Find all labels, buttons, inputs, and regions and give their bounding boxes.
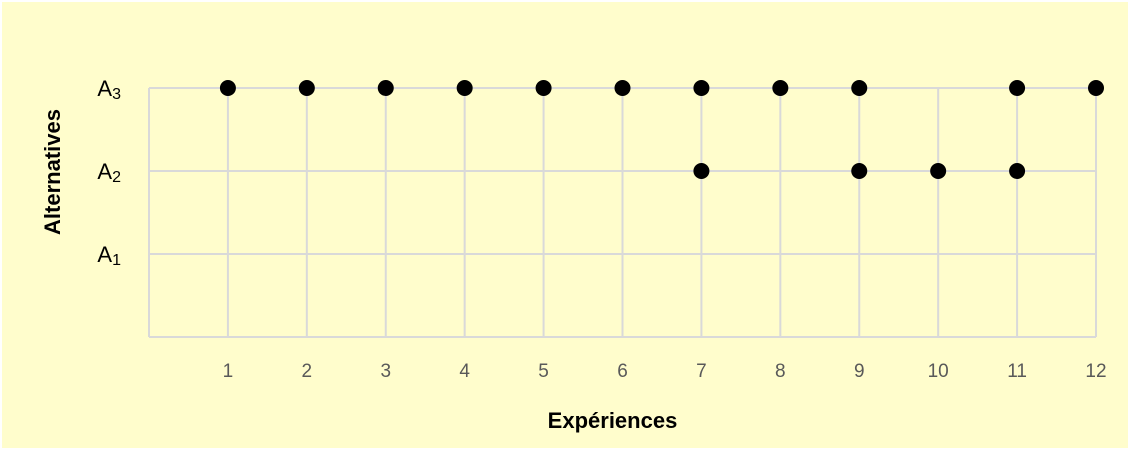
grid — [148, 87, 1097, 338]
data-point — [298, 80, 315, 96]
data-point — [614, 80, 631, 96]
y-tick-labels: A1 A2 A3 — [97, 76, 121, 269]
y-tick-label: A2 — [97, 159, 121, 186]
data-point — [1009, 80, 1026, 96]
x-tick-label: 11 — [1007, 361, 1027, 382]
x-tick-label: 6 — [617, 361, 628, 382]
y-tick-label: A3 — [97, 76, 121, 103]
x-tick-label: 7 — [696, 361, 707, 382]
data-point — [1009, 163, 1026, 179]
data-point — [851, 80, 868, 96]
data-point — [377, 80, 394, 96]
data-point — [693, 163, 710, 179]
data-point — [772, 80, 789, 96]
x-tick-label: 8 — [775, 361, 786, 382]
x-tick-label: 9 — [854, 361, 865, 382]
data-points — [219, 80, 1104, 179]
data-point — [1088, 80, 1104, 96]
x-tick-label: 5 — [538, 361, 549, 382]
x-tick-label: 4 — [459, 361, 470, 382]
y-axis-title: Alternatives — [40, 109, 65, 235]
x-tick-label: 2 — [302, 361, 313, 382]
data-point — [693, 80, 710, 96]
x-tick-label: 3 — [380, 361, 391, 382]
data-point — [930, 163, 947, 179]
x-axis-title: Expériences — [548, 408, 678, 433]
x-tick-label: 10 — [928, 361, 949, 382]
x-tick-labels: 1 2 3 4 5 6 7 8 9 10 11 12 — [223, 361, 1107, 382]
data-point — [851, 163, 868, 179]
y-tick-label: A1 — [97, 242, 121, 269]
data-point — [219, 80, 236, 96]
data-point — [535, 80, 552, 96]
data-point — [456, 80, 473, 96]
x-tick-label: 1 — [223, 361, 234, 382]
x-tick-label: 12 — [1085, 361, 1106, 382]
